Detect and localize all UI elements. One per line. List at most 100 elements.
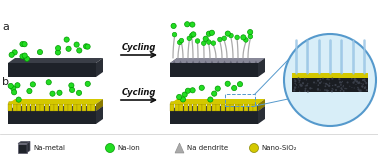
Circle shape <box>177 40 182 45</box>
Circle shape <box>84 44 89 49</box>
Polygon shape <box>68 102 73 104</box>
Circle shape <box>329 83 330 84</box>
Circle shape <box>248 29 253 35</box>
Circle shape <box>66 46 71 51</box>
Circle shape <box>319 90 321 91</box>
Circle shape <box>364 80 365 82</box>
Polygon shape <box>179 60 182 63</box>
Polygon shape <box>244 102 249 104</box>
Polygon shape <box>40 104 44 111</box>
Polygon shape <box>184 104 188 111</box>
Circle shape <box>361 90 362 92</box>
Text: b: b <box>2 77 9 87</box>
Circle shape <box>305 88 307 90</box>
Circle shape <box>328 90 329 91</box>
Circle shape <box>317 79 319 82</box>
Polygon shape <box>59 102 64 104</box>
Circle shape <box>358 81 360 83</box>
Circle shape <box>76 90 82 95</box>
Circle shape <box>304 90 306 92</box>
Circle shape <box>206 31 212 36</box>
Circle shape <box>50 91 55 96</box>
Polygon shape <box>96 58 103 77</box>
Circle shape <box>294 80 296 82</box>
Circle shape <box>299 80 300 82</box>
Circle shape <box>363 84 364 85</box>
Circle shape <box>191 32 196 37</box>
Circle shape <box>355 84 356 85</box>
Circle shape <box>317 89 319 91</box>
Circle shape <box>229 33 233 38</box>
Circle shape <box>327 78 328 80</box>
Circle shape <box>338 78 341 80</box>
Polygon shape <box>87 104 91 111</box>
Polygon shape <box>8 58 103 63</box>
Polygon shape <box>82 104 86 111</box>
Polygon shape <box>73 102 78 104</box>
Polygon shape <box>175 143 184 153</box>
Circle shape <box>172 32 177 37</box>
Circle shape <box>208 97 213 102</box>
Polygon shape <box>8 106 103 111</box>
Circle shape <box>243 38 248 42</box>
Circle shape <box>299 91 300 92</box>
Polygon shape <box>235 104 239 111</box>
Circle shape <box>344 88 346 89</box>
Text: Na-metal: Na-metal <box>33 145 65 151</box>
Polygon shape <box>249 104 253 111</box>
Circle shape <box>295 84 296 85</box>
Circle shape <box>304 78 305 80</box>
Polygon shape <box>22 104 26 111</box>
Polygon shape <box>189 104 192 111</box>
Circle shape <box>64 37 69 42</box>
Circle shape <box>363 79 364 81</box>
Polygon shape <box>216 102 221 104</box>
Polygon shape <box>258 99 265 111</box>
Polygon shape <box>64 104 68 111</box>
Circle shape <box>324 89 325 91</box>
Polygon shape <box>73 104 77 111</box>
Polygon shape <box>223 60 226 63</box>
Polygon shape <box>45 104 49 111</box>
Circle shape <box>85 81 90 86</box>
Polygon shape <box>64 102 68 104</box>
Polygon shape <box>77 104 81 111</box>
Circle shape <box>318 84 319 86</box>
Polygon shape <box>96 106 103 124</box>
Circle shape <box>215 86 220 91</box>
Polygon shape <box>193 102 198 104</box>
Circle shape <box>182 92 187 97</box>
Polygon shape <box>54 102 59 104</box>
Polygon shape <box>175 104 178 111</box>
Polygon shape <box>170 102 175 104</box>
Polygon shape <box>54 104 58 111</box>
Polygon shape <box>26 102 31 104</box>
Circle shape <box>358 88 359 90</box>
Polygon shape <box>170 63 258 77</box>
Circle shape <box>341 87 342 89</box>
Polygon shape <box>211 60 213 63</box>
Circle shape <box>343 90 344 92</box>
Circle shape <box>293 89 296 92</box>
Circle shape <box>235 35 239 40</box>
Circle shape <box>212 91 217 96</box>
Polygon shape <box>170 111 258 124</box>
Circle shape <box>307 84 308 86</box>
Circle shape <box>309 87 311 89</box>
Circle shape <box>328 85 330 87</box>
Circle shape <box>201 41 206 46</box>
Polygon shape <box>229 60 232 63</box>
Circle shape <box>319 82 321 84</box>
Circle shape <box>300 85 302 87</box>
Circle shape <box>300 78 301 79</box>
Circle shape <box>354 80 356 82</box>
Circle shape <box>322 78 324 79</box>
Circle shape <box>294 79 296 80</box>
Circle shape <box>55 50 60 55</box>
Circle shape <box>327 90 328 92</box>
Text: Cycling: Cycling <box>122 88 156 97</box>
Circle shape <box>316 83 317 84</box>
Polygon shape <box>198 60 201 63</box>
Polygon shape <box>217 60 220 63</box>
Circle shape <box>364 81 366 82</box>
